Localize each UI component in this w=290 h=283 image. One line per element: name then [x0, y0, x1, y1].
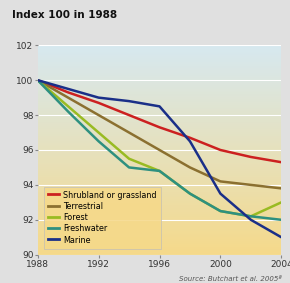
Legend: Shrubland or grassland, Terrestrial, Forest, Freshwater, Marine: Shrubland or grassland, Terrestrial, For… [44, 186, 161, 248]
Text: Source: Butchart et al. 2005ª: Source: Butchart et al. 2005ª [179, 276, 281, 282]
Text: Index 100 in 1988: Index 100 in 1988 [12, 10, 117, 20]
